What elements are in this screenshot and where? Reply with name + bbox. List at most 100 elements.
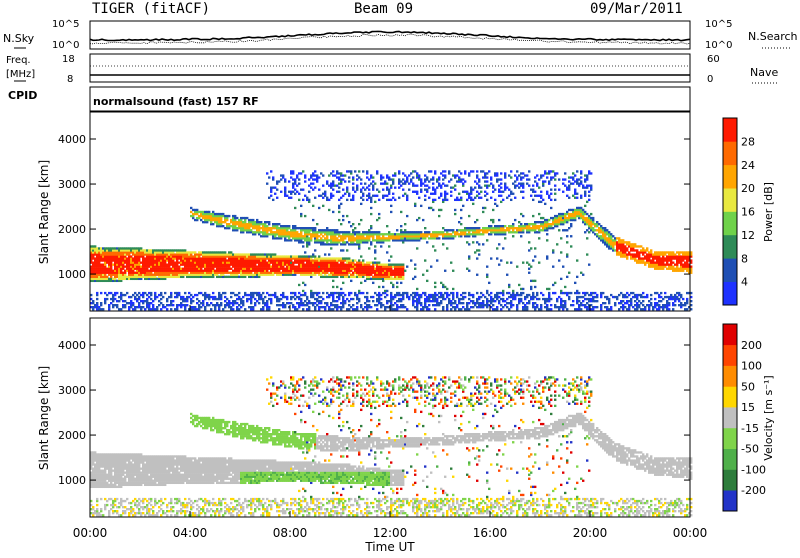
power-cell	[152, 306, 154, 308]
power-cell	[500, 195, 502, 197]
power-cell	[528, 231, 530, 233]
power-cell	[580, 176, 582, 178]
power-cell	[572, 178, 574, 180]
power-cell	[322, 205, 324, 207]
power-cell	[144, 308, 146, 310]
power-cell	[114, 278, 116, 280]
power-cell	[230, 296, 232, 298]
power-cell	[426, 235, 428, 237]
power-cell	[368, 247, 370, 249]
power-cell	[406, 199, 408, 201]
power-cell	[446, 304, 448, 306]
power-cell	[490, 292, 492, 294]
power-cell	[306, 197, 308, 199]
power-cell	[564, 286, 566, 288]
power-cell	[320, 296, 322, 298]
power-cell	[92, 300, 94, 302]
power-cell	[514, 298, 516, 300]
power-cell	[600, 225, 602, 227]
power-cell	[358, 290, 360, 292]
power-cell	[308, 199, 310, 201]
power-cell	[292, 187, 294, 189]
power-cell	[454, 308, 456, 310]
power-cell	[522, 191, 524, 193]
power-cell	[200, 306, 202, 308]
power-cell	[500, 178, 502, 180]
power-cell	[580, 207, 582, 209]
power-cell	[390, 199, 392, 201]
power-cell	[312, 294, 314, 296]
power-cell	[366, 172, 368, 174]
power-cell	[454, 302, 456, 304]
power-cell	[382, 176, 384, 178]
power-cell	[528, 302, 530, 304]
power-cell	[436, 235, 438, 237]
power-cell	[356, 308, 358, 310]
power-cell	[434, 296, 436, 298]
power-cell	[232, 304, 234, 306]
power-cell	[458, 193, 460, 195]
power-cell	[312, 205, 314, 207]
power-cell	[550, 304, 552, 306]
power-cell	[442, 183, 444, 185]
power-cell	[586, 229, 588, 231]
power-cell	[386, 183, 388, 185]
power-cell	[542, 185, 544, 187]
power-cell	[472, 170, 474, 172]
power-cell	[526, 296, 528, 298]
power-cell	[386, 302, 388, 304]
power-cell	[92, 308, 94, 310]
power-cell	[496, 247, 498, 249]
power-cell	[234, 225, 236, 227]
power-cell	[176, 296, 178, 298]
power-cell	[276, 197, 278, 199]
power-cell	[440, 282, 442, 284]
power-cell	[282, 302, 284, 304]
power-cell	[326, 180, 328, 182]
power-cell	[572, 300, 574, 302]
power-cell	[368, 300, 370, 302]
power-cell	[336, 170, 338, 172]
power-cell	[332, 294, 334, 296]
power-cell	[368, 195, 370, 197]
power-cell	[208, 211, 210, 213]
power-cell	[388, 191, 390, 193]
power-cell	[390, 205, 392, 207]
power-cell	[444, 176, 446, 178]
power-cell	[592, 221, 594, 223]
power-cell	[490, 183, 492, 185]
power-cell	[358, 247, 360, 249]
power-cell	[190, 302, 192, 304]
power-cell	[280, 237, 282, 239]
power-cell	[360, 189, 362, 191]
power-cell	[534, 191, 536, 193]
power-cell	[480, 292, 482, 294]
power-cell	[464, 172, 466, 174]
power-cell	[440, 300, 442, 302]
power-cell	[224, 300, 226, 302]
power-cell	[154, 294, 156, 296]
power-cell	[528, 294, 530, 296]
power-cell	[204, 298, 206, 300]
power-cell	[386, 225, 388, 227]
power-cell	[130, 255, 132, 257]
power-cell	[476, 174, 478, 176]
power-cell	[520, 235, 522, 237]
power-cell	[566, 253, 568, 255]
power-cell	[134, 292, 136, 294]
power-cell	[314, 274, 316, 276]
power-cell	[166, 298, 168, 300]
power-cell	[482, 170, 484, 172]
power-cell	[544, 180, 546, 182]
power-cell	[372, 282, 374, 284]
power-cell	[302, 282, 304, 284]
power-cell	[476, 274, 478, 276]
power-cell	[304, 195, 306, 197]
power-cell	[588, 191, 590, 193]
power-cell	[586, 174, 588, 176]
power-cell	[368, 229, 370, 231]
power-cell	[520, 294, 522, 296]
power-cell	[98, 306, 100, 308]
power-cell	[328, 306, 330, 308]
power-cell	[540, 191, 542, 193]
